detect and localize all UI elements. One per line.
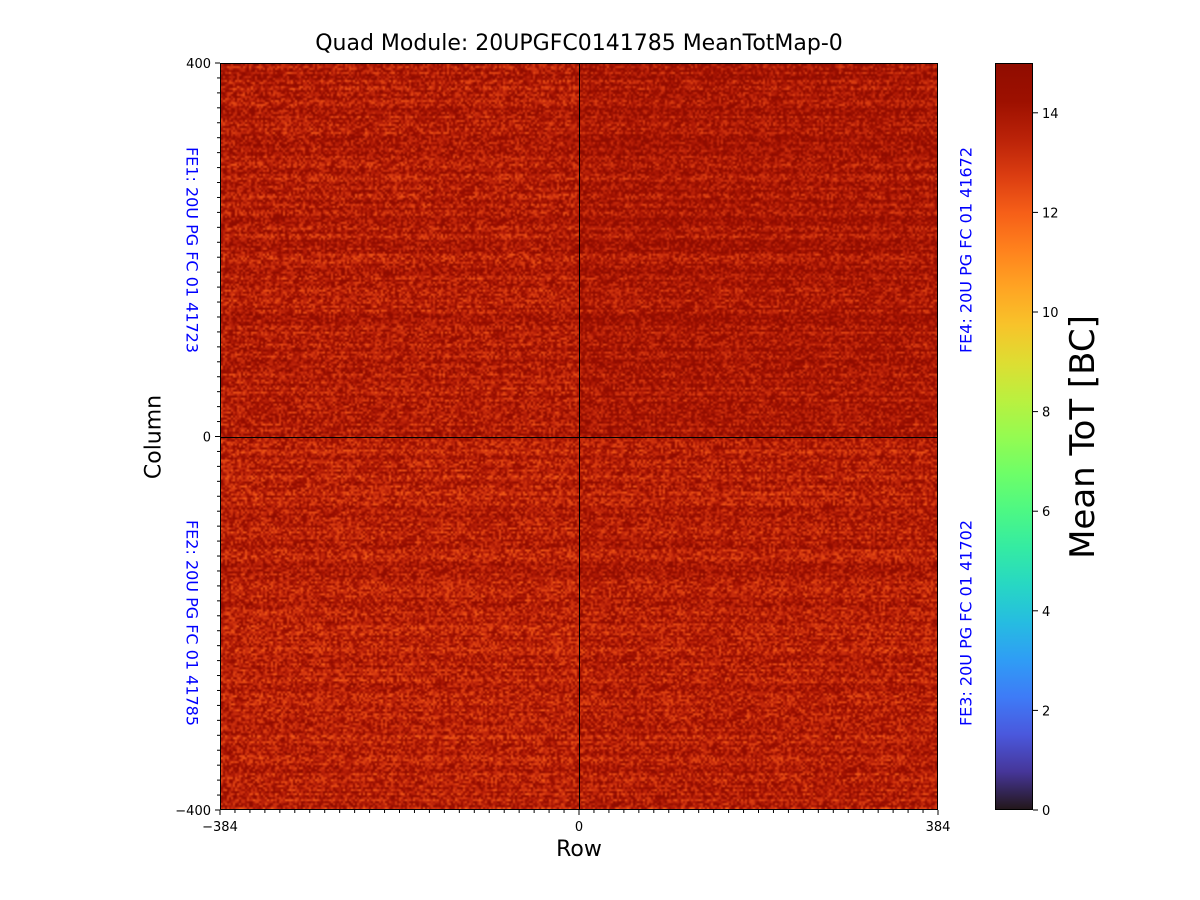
quadrant-label-fe3: FE3: 20U PG FC 01 41702 <box>956 520 976 727</box>
y-tick-label: 400 <box>186 57 211 72</box>
heatmap-plot-area <box>220 63 938 810</box>
quadrant-label-fe2: FE2: 20U PG FC 01 41785 <box>182 520 202 727</box>
y-axis-label: Column <box>141 394 167 480</box>
x-tick-label: 384 <box>926 820 951 835</box>
x-axis-label: Row <box>556 837 602 862</box>
colorbar-tick-label: 0 <box>1042 804 1050 819</box>
colorbar-tick-label: 8 <box>1042 406 1050 421</box>
colorbar-tick-label: 12 <box>1042 206 1059 221</box>
horizontal-quadrant-divider <box>221 437 937 438</box>
colorbar <box>995 63 1033 810</box>
quadrant-label-fe4: FE4: 20U PG FC 01 41672 <box>956 146 976 353</box>
colorbar-tick-label: 14 <box>1042 107 1059 122</box>
colorbar-label: Mean ToT [BC] <box>1063 315 1103 559</box>
quadrant-label-fe1: FE1: 20U PG FC 01 41723 <box>182 146 202 353</box>
colorbar-tick-label: 4 <box>1042 605 1050 620</box>
chart-title: Quad Module: 20UPGFC0141785 MeanTotMap-0 <box>315 31 843 56</box>
x-tick-label: −384 <box>202 820 238 835</box>
colorbar-tick-label: 6 <box>1042 505 1050 520</box>
colorbar-tick-label: 10 <box>1042 306 1059 321</box>
vertical-quadrant-divider <box>579 64 580 809</box>
y-tick-label: −400 <box>175 804 211 819</box>
x-tick-label: 0 <box>575 820 583 835</box>
colorbar-tick-label: 2 <box>1042 704 1050 719</box>
y-tick-label: 0 <box>203 431 211 446</box>
